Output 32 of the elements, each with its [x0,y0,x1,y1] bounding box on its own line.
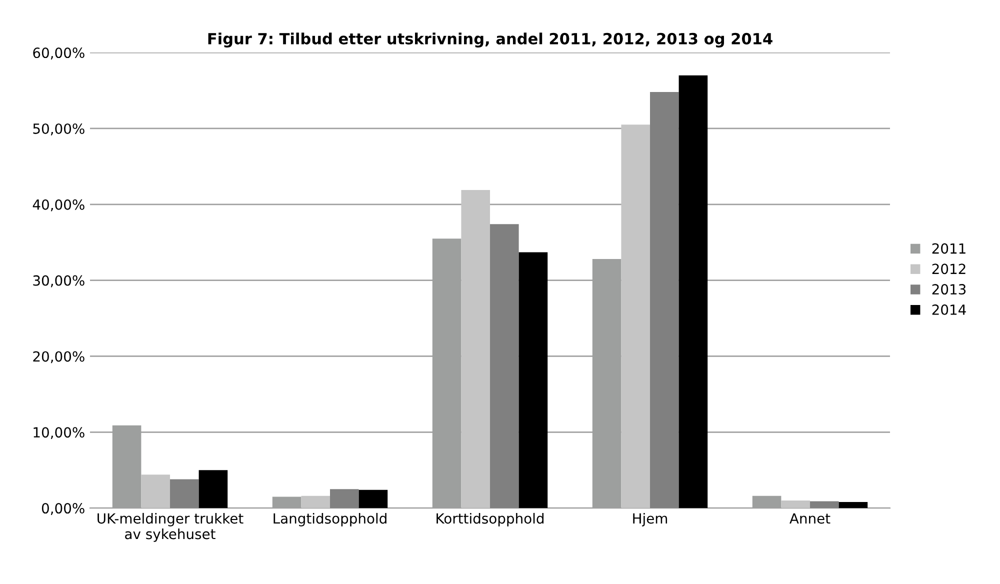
y-tick-label: 50,00% [33,123,84,136]
legend-label: 2011 [932,243,966,254]
legend-label: 2013 [932,284,966,295]
y-tick-label: 60,00% [33,48,84,60]
bar [518,252,548,508]
x-tick-label: Korttidsopphold [436,512,544,526]
bar [301,496,330,508]
x-tick-label: Annet [790,513,830,524]
bar [678,75,708,508]
bar [141,474,170,508]
x-tick-label: UK-meldinger trukket av sykehuset [98,512,244,542]
chart-title: Figur 7: Tilbud etter utskrivning, andel 2011, 2012, 2013 og 2014 [208,32,772,48]
legend-label: 2012 [932,264,966,274]
y-tick-label: 20,00% [33,351,84,364]
bar [650,92,679,508]
y-tick-label: 0,00% [42,503,84,515]
x-tick-label: Hjem [633,512,668,526]
bar [810,501,839,508]
bar [170,479,199,508]
bar [358,490,388,508]
bar [490,224,519,508]
bar [621,124,650,508]
bar [330,489,359,508]
bar [781,500,810,508]
y-tick-label: 10,00% [34,427,84,440]
y-tick-label: 30,00% [33,275,84,288]
bar [198,470,228,508]
legend-label: 2014 [932,304,966,315]
y-tick-label: 40,00% [32,199,84,212]
bar [838,502,868,508]
bar [461,190,490,508]
x-tick-label: Langtidsopphold [274,512,386,526]
